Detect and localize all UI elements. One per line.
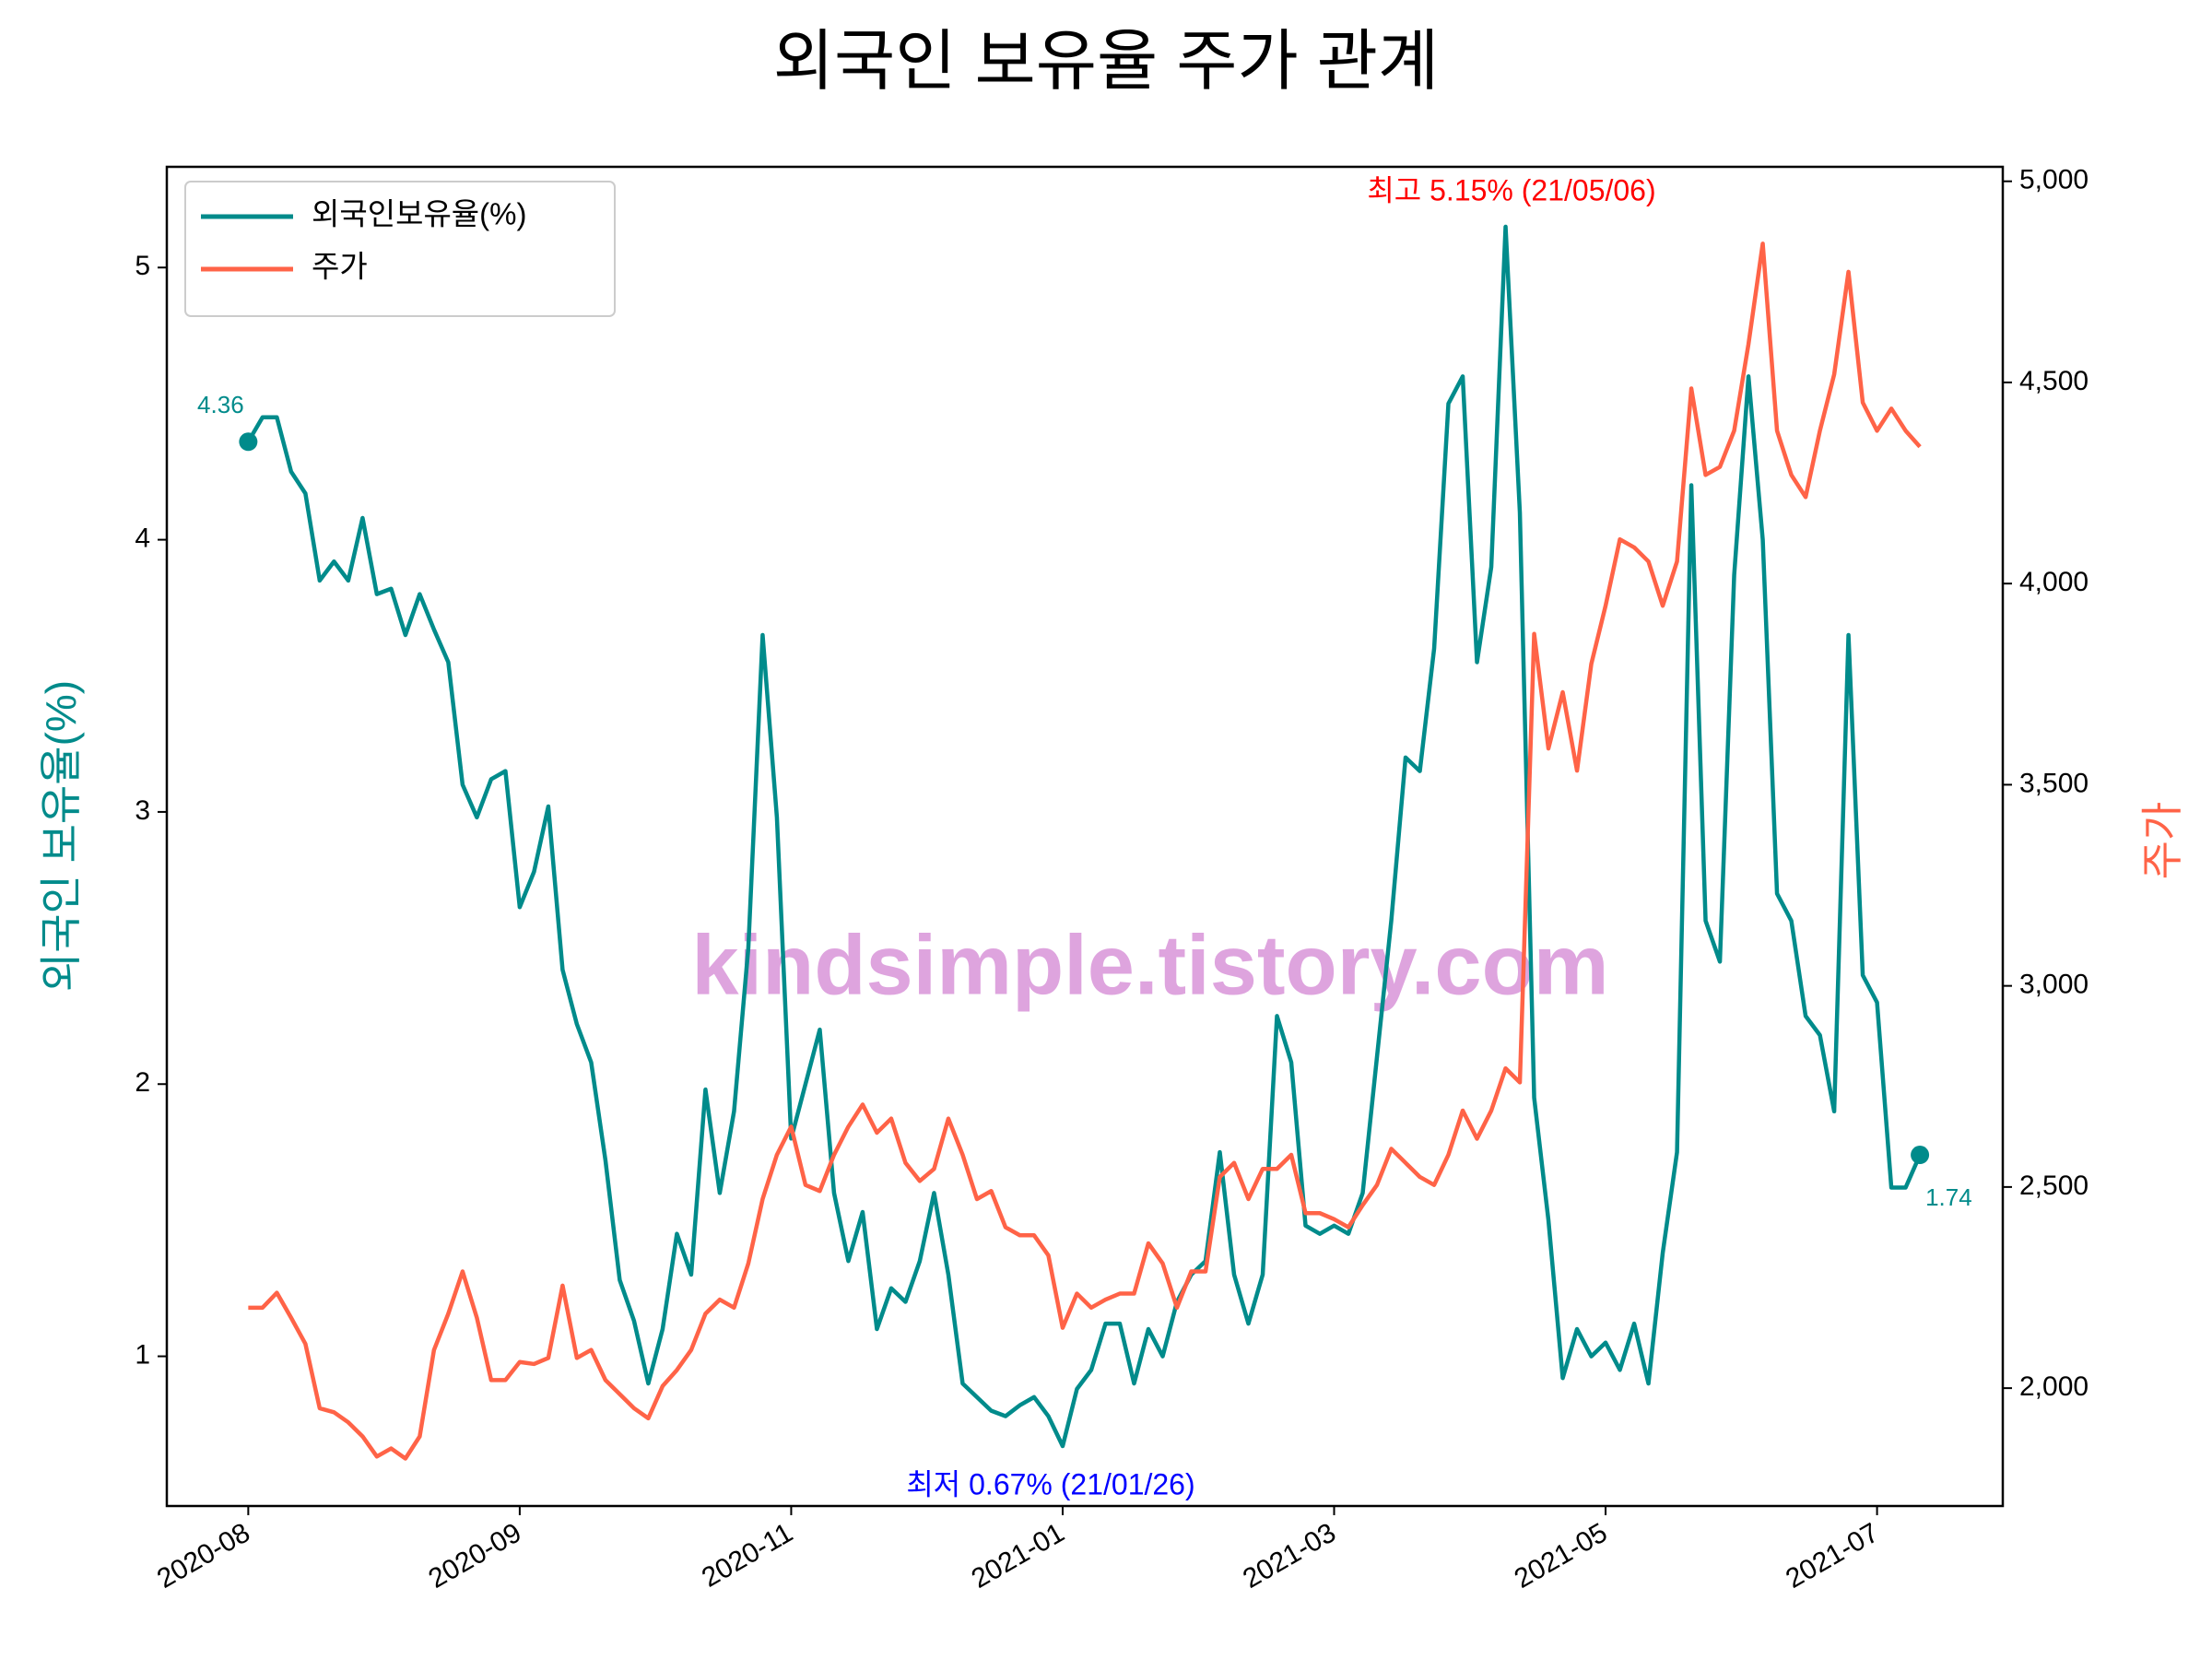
y2-tick-label: 3,500 xyxy=(2019,768,2088,798)
y-tick-label: 4 xyxy=(135,524,150,554)
watermark: kindsimple.tistory.com xyxy=(691,918,1608,1012)
y2-tick-label: 3,000 xyxy=(2019,970,2088,1000)
end-marker xyxy=(239,432,258,452)
y2-tick-label: 2,500 xyxy=(2019,1171,2088,1201)
annotation: 최고 5.15% (21/05/06) xyxy=(1367,173,1655,206)
annotation: 1.74 xyxy=(1925,1183,1972,1211)
plot-frame xyxy=(165,165,2005,1508)
annotation: 최저 0.67% (21/01/26) xyxy=(906,1467,1194,1500)
series-line xyxy=(248,241,1922,1461)
series-line xyxy=(246,224,1923,1449)
y-axis-label: 외국인 보유율(%) xyxy=(37,680,85,992)
end-marker xyxy=(1911,1146,1930,1165)
y-tick-label: 1 xyxy=(135,1339,150,1370)
y2-tick-label: 4,500 xyxy=(2019,366,2088,396)
legend-label: 외국인보유율(%) xyxy=(312,197,526,231)
chart-title: 외국인 보유율 주가 관계 xyxy=(773,25,1439,99)
legend-label: 주가 xyxy=(312,250,368,284)
annotation: 4.36 xyxy=(197,391,244,418)
y2-tick-label: 2,000 xyxy=(2019,1371,2088,1402)
y-tick-label: 2 xyxy=(135,1067,150,1098)
y-tick-label: 3 xyxy=(135,795,150,826)
y2-axis-label: 주가 xyxy=(2138,802,2186,880)
y2-tick-label: 5,000 xyxy=(2019,165,2088,195)
y-tick-label: 5 xyxy=(135,251,150,281)
y2-tick-label: 4,000 xyxy=(2019,567,2088,597)
